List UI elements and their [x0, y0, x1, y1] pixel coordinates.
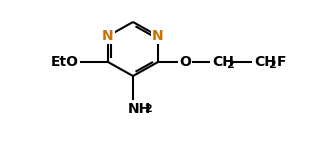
Text: O: O — [179, 55, 191, 69]
Text: EtO: EtO — [51, 55, 79, 69]
Text: F: F — [277, 55, 286, 69]
Text: 2: 2 — [226, 60, 234, 70]
Text: N: N — [102, 29, 114, 43]
Text: CH: CH — [254, 55, 276, 69]
Text: 2: 2 — [268, 60, 276, 70]
Text: NH: NH — [128, 102, 151, 116]
Text: N: N — [152, 29, 164, 43]
Text: CH: CH — [212, 55, 234, 69]
Text: 2: 2 — [144, 104, 152, 114]
